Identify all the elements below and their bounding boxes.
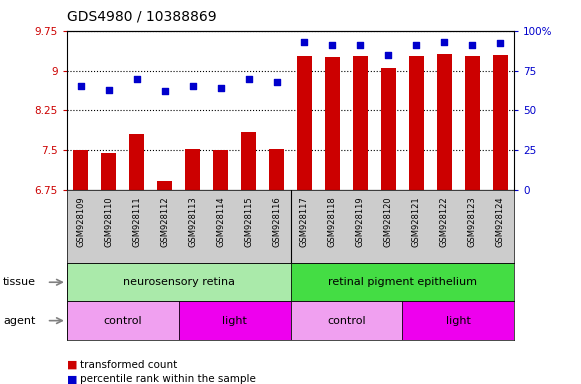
- Point: [300, 39, 309, 45]
- Text: agent: agent: [3, 316, 35, 326]
- Bar: [129, 134, 145, 190]
- Point: [132, 75, 141, 81]
- Bar: [179, 301, 290, 340]
- Point: [412, 42, 421, 48]
- Text: light: light: [446, 316, 471, 326]
- Point: [328, 42, 337, 48]
- Text: GSM928113: GSM928113: [188, 196, 197, 247]
- Text: GSM928109: GSM928109: [76, 196, 85, 247]
- Bar: [493, 55, 508, 190]
- Text: GSM928122: GSM928122: [440, 196, 449, 247]
- Point: [356, 42, 365, 48]
- Point: [468, 42, 477, 48]
- Text: GSM928124: GSM928124: [496, 196, 505, 247]
- Text: GSM928111: GSM928111: [132, 196, 141, 247]
- Bar: [185, 149, 200, 190]
- Point: [76, 83, 85, 89]
- Text: GSM928117: GSM928117: [300, 196, 309, 247]
- Point: [440, 39, 449, 45]
- Point: [272, 79, 281, 85]
- Bar: [101, 153, 116, 190]
- Text: tissue: tissue: [3, 277, 36, 287]
- Bar: [157, 181, 173, 190]
- Bar: [381, 68, 396, 190]
- Bar: [353, 56, 368, 190]
- Point: [244, 75, 253, 81]
- Point: [216, 85, 225, 91]
- Bar: [67, 263, 290, 301]
- Bar: [465, 56, 480, 190]
- Text: GSM928119: GSM928119: [356, 196, 365, 247]
- Bar: [213, 150, 228, 190]
- Bar: [269, 149, 284, 190]
- Bar: [436, 53, 452, 190]
- Bar: [403, 301, 514, 340]
- Text: GSM928115: GSM928115: [244, 196, 253, 247]
- Text: GSM928120: GSM928120: [384, 196, 393, 247]
- Text: ■: ■: [67, 374, 77, 384]
- Text: GSM928118: GSM928118: [328, 196, 337, 247]
- Text: neurosensory retina: neurosensory retina: [123, 277, 235, 287]
- Text: GSM928112: GSM928112: [160, 196, 169, 247]
- Bar: [67, 301, 179, 340]
- Text: GSM928114: GSM928114: [216, 196, 225, 247]
- Bar: [290, 263, 514, 301]
- Bar: [241, 132, 256, 190]
- Bar: [73, 150, 88, 190]
- Text: GSM928116: GSM928116: [272, 196, 281, 247]
- Bar: [408, 56, 424, 190]
- Text: GSM928123: GSM928123: [468, 196, 477, 247]
- Text: GDS4980 / 10388869: GDS4980 / 10388869: [67, 9, 217, 23]
- Bar: [297, 56, 312, 190]
- Bar: [325, 57, 340, 190]
- Text: GSM928110: GSM928110: [104, 196, 113, 247]
- Text: percentile rank within the sample: percentile rank within the sample: [80, 374, 256, 384]
- Bar: [290, 301, 403, 340]
- Point: [496, 40, 505, 46]
- Text: light: light: [222, 316, 247, 326]
- Text: GSM928121: GSM928121: [412, 196, 421, 247]
- Point: [104, 87, 113, 93]
- Point: [383, 51, 393, 58]
- Text: ■: ■: [67, 360, 77, 370]
- Point: [188, 83, 198, 89]
- Point: [160, 88, 169, 94]
- Text: control: control: [327, 316, 365, 326]
- Text: control: control: [103, 316, 142, 326]
- Text: transformed count: transformed count: [80, 360, 177, 370]
- Text: retinal pigment epithelium: retinal pigment epithelium: [328, 277, 477, 287]
